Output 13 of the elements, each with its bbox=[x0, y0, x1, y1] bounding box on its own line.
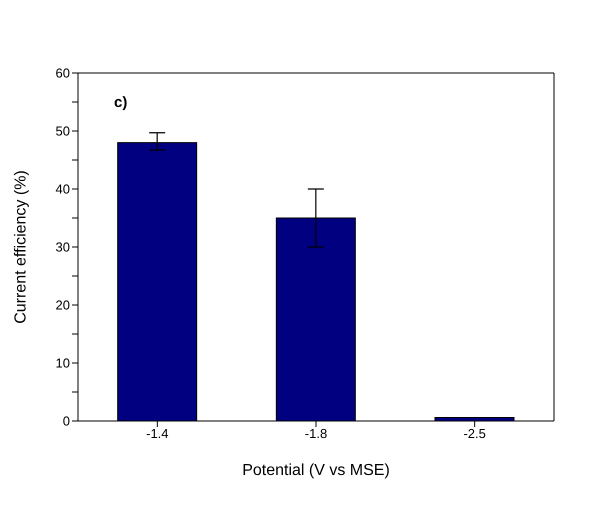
x-axis-title: Potential (V vs MSE) bbox=[242, 462, 390, 479]
y-tick-label: 30 bbox=[56, 240, 70, 255]
x-tick-label: -1.4 bbox=[146, 426, 169, 442]
y-tick-label: 20 bbox=[56, 298, 70, 313]
y-tick-label: 60 bbox=[56, 66, 70, 81]
x-tick-label: -1.8 bbox=[304, 426, 328, 442]
y-tick-label: 50 bbox=[56, 124, 70, 139]
y-tick-label: 10 bbox=[56, 356, 70, 371]
y-tick-label: 0 bbox=[62, 414, 70, 429]
annotation: c) bbox=[114, 94, 128, 111]
y-tick-label: 40 bbox=[56, 182, 70, 197]
y-axis-title: Current efficiency (%) bbox=[12, 170, 30, 324]
x-tick-label: -2.5 bbox=[463, 426, 486, 442]
